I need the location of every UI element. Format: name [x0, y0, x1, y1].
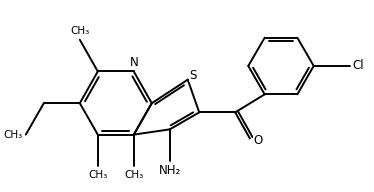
Text: S: S — [189, 69, 197, 82]
Text: CH₃: CH₃ — [88, 170, 107, 180]
Text: N: N — [129, 56, 138, 69]
Text: CH₃: CH₃ — [124, 170, 143, 180]
Text: Cl: Cl — [352, 59, 364, 72]
Text: CH₃: CH₃ — [70, 26, 89, 36]
Text: O: O — [254, 134, 263, 147]
Text: CH₃: CH₃ — [3, 130, 22, 140]
Text: NH₂: NH₂ — [159, 164, 181, 177]
